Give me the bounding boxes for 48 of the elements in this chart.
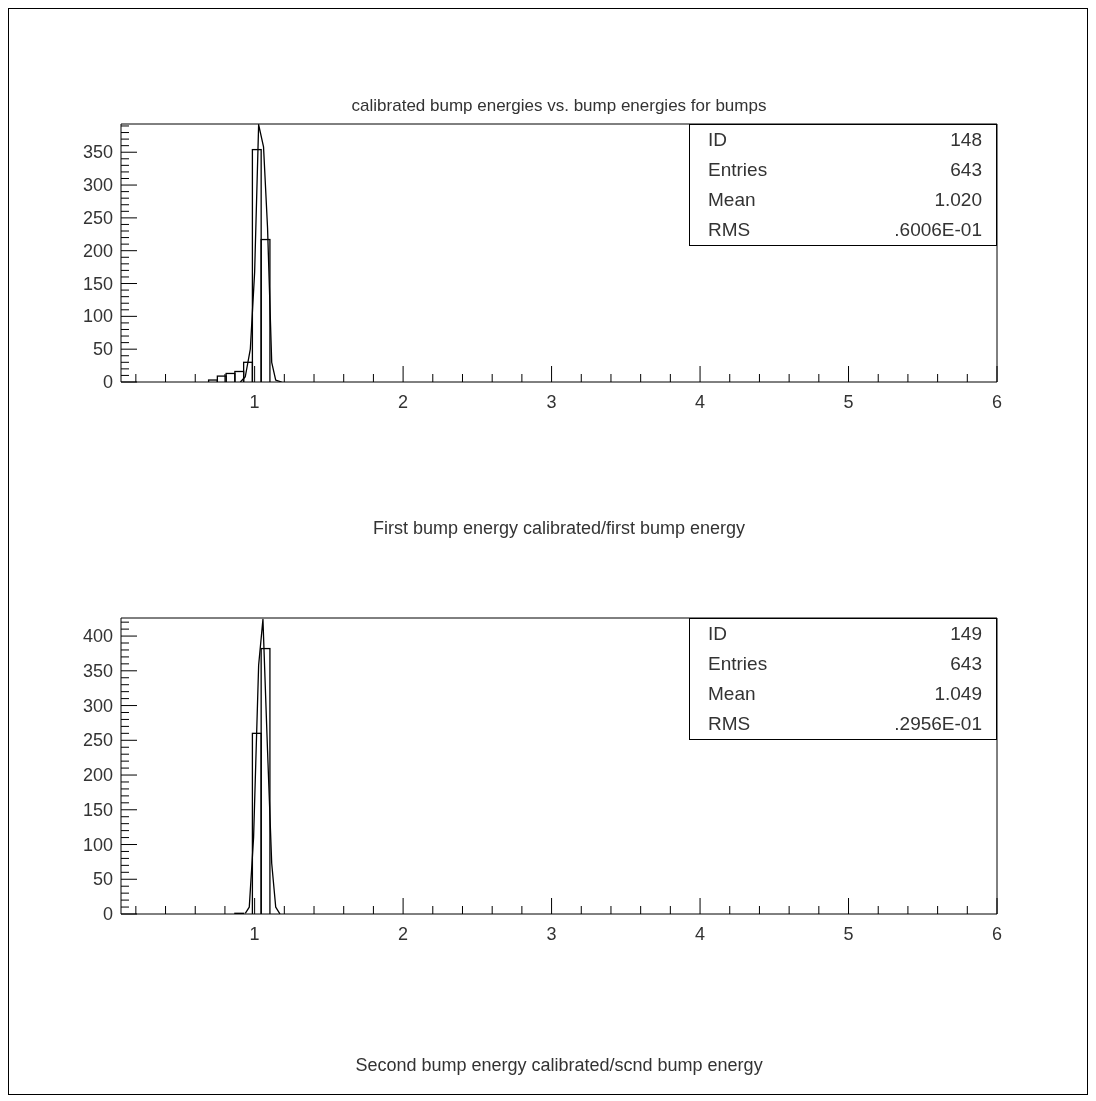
y-tick-label: 0 (102, 372, 113, 392)
y-tick-label: 150 (82, 273, 113, 294)
annotation: 1.049 (934, 682, 982, 706)
y-tick-label: 300 (82, 695, 113, 716)
y-tick-label: 350 (82, 660, 113, 681)
annotation: Entries (708, 652, 768, 676)
chart-title: calibrated bump energies vs. bump energies for bumps (350, 96, 768, 116)
annotation: 643 (950, 158, 982, 182)
x-tick-label: 2 (398, 924, 409, 944)
y-tick-label: 50 (92, 869, 113, 890)
annotation: Entries (708, 158, 768, 182)
x-tick-label: 1 (249, 924, 260, 944)
y-tick-label: 100 (82, 306, 113, 327)
x-tick-label: 3 (546, 392, 557, 412)
y-tick-label: 250 (82, 730, 113, 751)
y-tick-label: 0 (102, 904, 113, 924)
x-tick-label: 4 (695, 924, 706, 944)
x-tick-label: 6 (991, 924, 1003, 944)
y-tick-label: 200 (82, 240, 113, 261)
y-tick-label: 100 (82, 834, 113, 855)
x-tick-label: 5 (843, 392, 854, 412)
x-tick-label: 4 (695, 392, 706, 412)
x-tick-label: 6 (991, 392, 1003, 412)
y-tick-label: 50 (92, 339, 113, 360)
annotation: ID (708, 622, 727, 646)
annotation: 643 (950, 652, 982, 676)
x-axis-title: Second bump energy calibrated/scnd bump energy (354, 1055, 764, 1076)
annotation: Mean (708, 682, 756, 706)
annotation: ID (708, 128, 727, 152)
annotation: .2956E-01 (894, 712, 982, 736)
y-tick-label: 300 (82, 175, 113, 196)
annotation: 148 (950, 128, 982, 152)
x-tick-label: 2 (398, 392, 409, 412)
annotation: RMS (708, 218, 751, 242)
y-tick-label: 350 (82, 142, 113, 163)
y-tick-label: 400 (82, 626, 113, 647)
y-tick-label: 200 (82, 765, 113, 786)
x-tick-label: 5 (843, 924, 854, 944)
x-axis-title: First bump energy calibrated/first bump energy (371, 518, 747, 539)
y-tick-label: 150 (82, 799, 113, 820)
y-tick-label: 250 (82, 207, 113, 228)
annotation: 1.020 (934, 188, 982, 212)
annotation: .6006E-01 (894, 218, 982, 242)
x-tick-label: 3 (546, 924, 557, 944)
annotation: Mean (708, 188, 756, 212)
annotation: RMS (708, 712, 751, 736)
x-tick-label: 1 (249, 392, 260, 412)
annotation: 149 (950, 622, 982, 646)
